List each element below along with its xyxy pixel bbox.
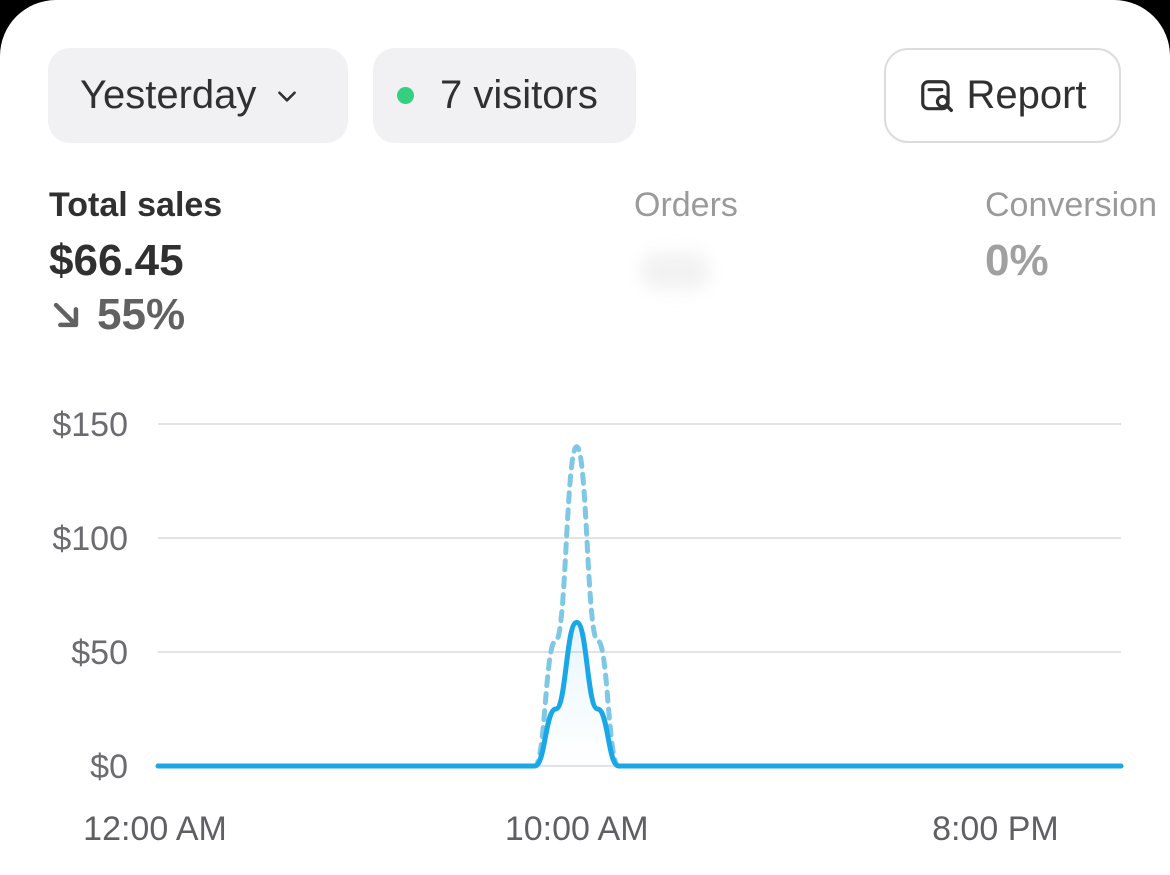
y-tick-label: $150 — [52, 406, 128, 444]
y-tick-label: $50 — [71, 634, 128, 672]
visitors-count: 7 visitors — [440, 73, 598, 117]
y-tick-label: $100 — [52, 520, 128, 558]
report-button[interactable]: Report — [884, 48, 1121, 143]
total-sales-change: 55% — [49, 290, 185, 340]
arrow-down-right-icon — [53, 302, 79, 328]
date-range-label: Yesterday — [80, 73, 257, 117]
x-tick-label: 8:00 PM — [932, 810, 1059, 848]
live-status-dot-icon — [397, 87, 414, 104]
series-area-fill — [158, 622, 1121, 766]
live-visitors-badge[interactable]: 7 visitors — [373, 48, 636, 143]
report-search-icon — [921, 79, 954, 112]
total-sales-label: Total sales — [49, 186, 223, 224]
sales-line-chart: $150 $100 $50 $0 12:00 AM 10:00 AM 8:00 PM — [52, 406, 1124, 848]
sales-series-line — [155, 619, 1124, 769]
x-tick-label: 12:00 AM — [83, 810, 227, 848]
y-tick-label: $0 — [90, 748, 128, 786]
orders-label: Orders — [634, 186, 738, 224]
chart-grid — [158, 423, 1121, 767]
y-axis-ticks: $150 $100 $50 $0 — [52, 406, 128, 786]
orders-value-placeholder — [640, 252, 710, 290]
date-range-dropdown[interactable]: Yesterday — [48, 48, 348, 143]
total-sales-value: $66.45 — [49, 236, 184, 285]
total-sales-change-value: 55% — [97, 290, 186, 339]
conversion-value: 0% — [985, 236, 1049, 285]
chevron-down-icon — [278, 90, 297, 102]
chart-series — [155, 444, 1124, 769]
x-axis-ticks: 12:00 AM 10:00 AM 8:00 PM — [83, 810, 1059, 848]
x-tick-label: 10:00 AM — [505, 810, 649, 848]
comparison-series-line — [155, 444, 1124, 769]
report-button-label: Report — [966, 73, 1087, 117]
conversion-label: Conversion — [985, 186, 1157, 224]
